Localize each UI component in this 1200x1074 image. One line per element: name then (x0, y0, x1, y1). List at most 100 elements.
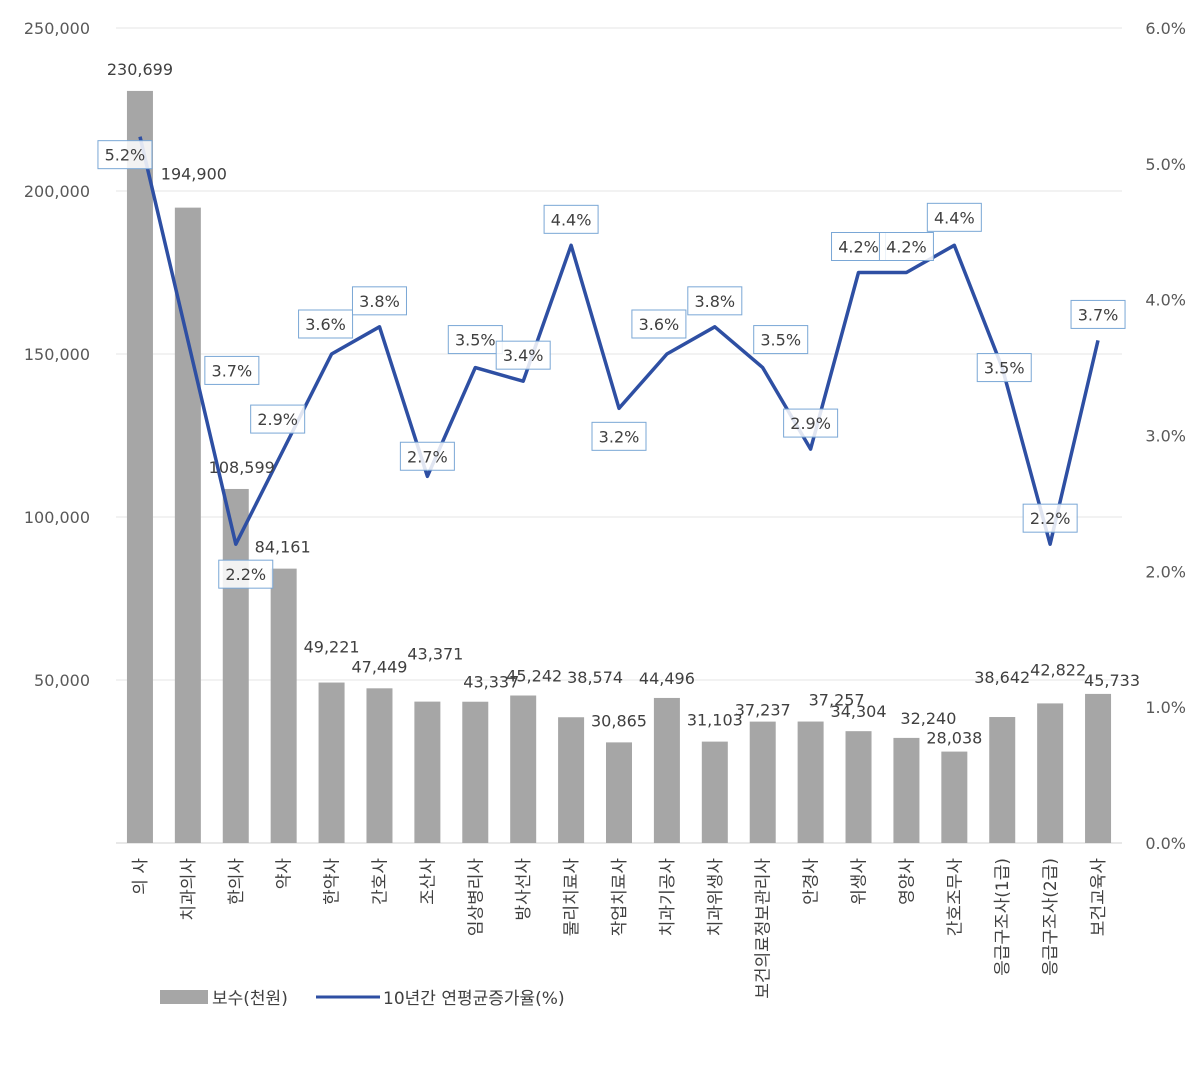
line-data-label-box (298, 309, 354, 339)
line-data-label-text: 3.7% (1078, 305, 1119, 324)
line-data-label-text: 4.2% (886, 238, 927, 257)
line-data-label-text: 4.4% (551, 210, 592, 229)
bar-data-label: 194,900 (161, 165, 227, 184)
line-data-label-box (631, 309, 687, 339)
line-data-label-text: 3.6% (639, 315, 680, 334)
line-data-label-text: 4.2% (838, 238, 879, 257)
line-data-label: 2.9% (783, 408, 839, 438)
bar (510, 695, 537, 843)
category-label: 보건교육사 (1089, 858, 1109, 937)
line-data-label-box (97, 140, 153, 170)
bar-data-label: 43,337 (463, 673, 519, 692)
line-data-label-box (351, 286, 407, 316)
bar (893, 737, 920, 843)
line-data-label-text: 3.8% (359, 292, 400, 311)
y-left-tick-label: 250,000 (24, 19, 90, 38)
line-data-label-text: 2.9% (790, 414, 831, 433)
category-label: 한약사 (323, 858, 343, 905)
bar-data-label: 34,304 (831, 702, 887, 721)
bar-series (126, 90, 1112, 844)
bar (366, 688, 393, 843)
bar (318, 682, 345, 843)
bar-data-label: 31,103 (687, 711, 743, 730)
category-label: 보건의료정보관리사 (754, 858, 774, 999)
line-data-label: 4.4% (926, 202, 982, 232)
line-data-label-box (250, 404, 306, 434)
bar-data-label: 28,038 (926, 729, 982, 748)
line-data-label-text: 3.5% (455, 331, 496, 350)
line-data-label-box (543, 204, 599, 234)
line-data-label-text: 5.2% (105, 146, 146, 165)
line-data-label-text: 3.2% (599, 427, 640, 446)
bar (1037, 703, 1064, 843)
bar (222, 488, 249, 843)
bar-data-label: 43,371 (407, 645, 463, 664)
line-data-label: 2.7% (399, 441, 455, 471)
line-data-label-text: 3.7% (212, 361, 253, 380)
bar-data-label: 45,733 (1084, 671, 1140, 690)
line-data-label: 3.6% (298, 309, 354, 339)
bar (845, 731, 872, 843)
bar (126, 90, 153, 843)
category-label: 응급구조사(2급) (1041, 858, 1061, 976)
line-data-label: 2.2% (1022, 503, 1078, 533)
line-data-label-box (926, 202, 982, 232)
line-data-label: 3.7% (204, 355, 260, 385)
y-right-tick-label: 5.0% (1145, 155, 1186, 174)
category-label: 의 사 (131, 858, 151, 895)
line-data-label-text: 4.4% (934, 208, 975, 227)
line-data-label-text: 2.9% (257, 410, 298, 429)
y-right-tick-label: 4.0% (1145, 291, 1186, 310)
category-label: 간호사 (370, 858, 390, 905)
category-axis: 의 사 치과의사 한의사 약사 한약사 간호사 조산사 임상병리사 방사선사 물리치료사 작업치료사… (131, 858, 1109, 999)
line-data-label-box (878, 232, 934, 261)
legend-bar-swatch (160, 990, 208, 1004)
line-data-label-text: 2.7% (407, 447, 448, 466)
bar (174, 207, 201, 844)
y-right-tick-label: 2.0% (1145, 562, 1186, 581)
line-data-label: 3.5% (753, 325, 809, 355)
bar (414, 701, 441, 843)
line-data-label: 2.2% (218, 559, 274, 589)
line-data-label-box (218, 559, 274, 589)
y-left-tick-label: 200,000 (24, 182, 90, 201)
line-data-label-text: 3.4% (503, 346, 544, 365)
line-data-label-box (447, 325, 503, 355)
bar-data-label: 38,642 (974, 668, 1030, 687)
bar-data-label: 37,237 (735, 701, 791, 720)
y-right-tick-label: 0.0% (1145, 834, 1186, 853)
category-label: 안경사 (802, 858, 822, 905)
category-label: 약사 (275, 858, 295, 890)
bar-data-labels: 230,699194,900108,59984,16149,22147,4494… (107, 60, 1140, 748)
line-series (138, 136, 1100, 546)
bar-data-label: 42,822 (1030, 660, 1086, 679)
line-data-label: 5.2% (97, 140, 153, 170)
line-data-label-box (399, 441, 455, 471)
category-label: 방사선사 (514, 858, 534, 921)
line-data-label: 2.9% (250, 404, 306, 434)
bar (701, 741, 728, 843)
line-data-label-text: 2.2% (225, 565, 266, 584)
bar-data-label: 230,699 (107, 60, 173, 79)
line-data-label: 3.8% (687, 286, 743, 316)
y-left-tick-label: 150,000 (24, 345, 90, 364)
line-data-label: 3.5% (976, 353, 1032, 383)
legend-line-label: 10년간 연평균증가율(%) (383, 989, 565, 1009)
rate-line (138, 136, 1100, 546)
bar-data-label: 84,161 (255, 538, 311, 557)
bar-data-label: 108,599 (209, 458, 275, 477)
category-label: 작업치료사 (610, 858, 630, 937)
line-data-label: 3.5% (447, 325, 503, 355)
line-data-label: 3.7% (1070, 299, 1126, 329)
bar-data-label: 47,449 (351, 657, 407, 676)
legend: 보수(천원) 10년간 연평균증가율(%) (160, 989, 565, 1009)
bar-data-label: 30,865 (591, 711, 647, 730)
category-label: 조산사 (418, 858, 438, 905)
line-data-label-text: 3.6% (305, 315, 346, 334)
bar-data-label: 45,242 (506, 667, 562, 686)
category-label: 간호조무사 (945, 858, 965, 937)
line-data-label-box (1022, 503, 1078, 533)
bar (989, 717, 1016, 843)
line-data-label-box (495, 340, 551, 370)
